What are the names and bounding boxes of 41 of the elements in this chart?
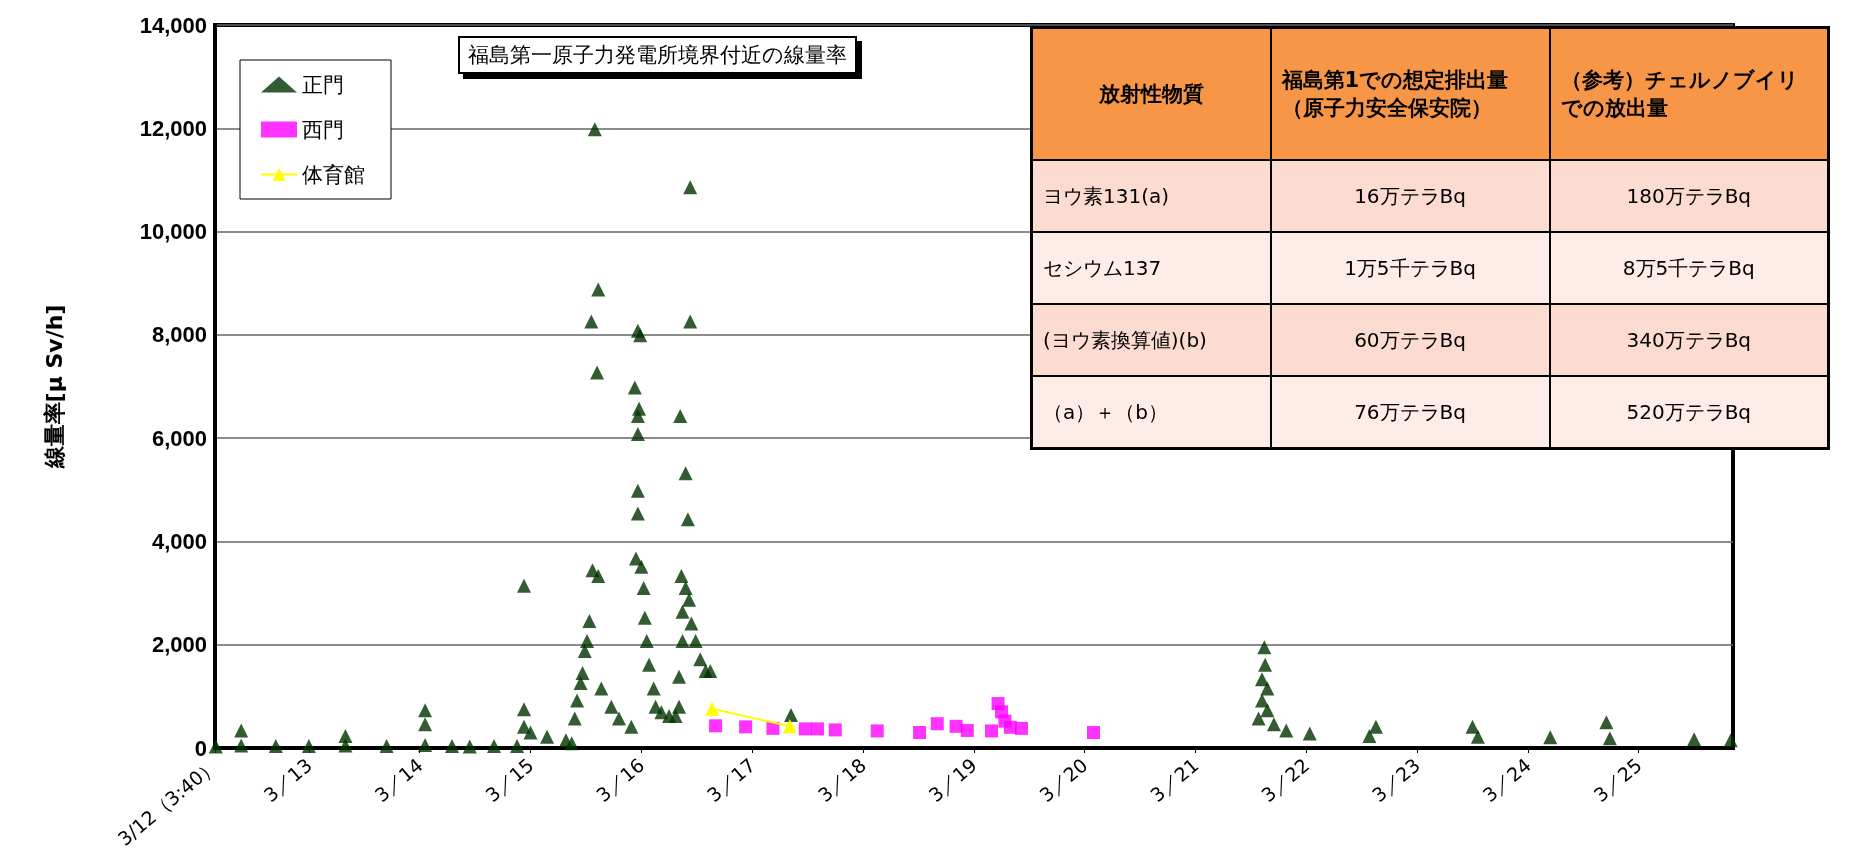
x-tick-label: 3／17: [702, 753, 760, 806]
annotation: ヨウ素131(a): [1031, 160, 1271, 232]
x-tick-label: 3／24: [1478, 753, 1535, 806]
legend-label: 体育館: [302, 162, 365, 187]
x-tick-label: 3／23: [1367, 753, 1425, 806]
annotation: 8万5千テラBq: [1549, 232, 1829, 304]
text: 福島第一原子力発電所境界付近の線量率: [458, 36, 857, 74]
y-tick-label: 4,000: [151, 528, 207, 554]
annotation: 520万テラBq: [1549, 376, 1829, 449]
legend-label: 正門: [302, 72, 344, 97]
annotation: 340万テラBq: [1549, 304, 1829, 376]
annotation: 1万5千テラBq: [1270, 232, 1550, 304]
annotation: (ヨウ素換算値)(b): [1031, 304, 1271, 376]
y-tick-label: 14,000: [139, 12, 207, 38]
x-tick-label: 3／19: [924, 753, 981, 806]
annotation: 福島第1での想定排出量（原子力安全保安院）: [1270, 27, 1550, 160]
legend-label: 西門: [302, 117, 344, 142]
x-tick-label: 3／25: [1589, 753, 1646, 806]
y-tick-label: 0: [194, 735, 207, 761]
x-tick-label: 3／16: [591, 753, 649, 806]
x-tick-label: 3／18: [813, 753, 871, 806]
annotation: （参考）チェルノブイリでの放出量: [1549, 27, 1829, 160]
y-tick-label: 2,000: [151, 632, 207, 658]
y-axis-title: 線量率[μ Sv/h]: [41, 304, 67, 470]
x-tick-label: 3／21: [1146, 753, 1203, 806]
annotation: 放射性物質: [1031, 27, 1271, 160]
x-tick-label: 3／13: [259, 753, 316, 806]
annotation: 60万テラBq: [1270, 304, 1550, 376]
x-tick-label: 3／20: [1035, 753, 1092, 806]
x-tick-label: 3／22: [1256, 753, 1314, 806]
y-tick-label: 12,000: [139, 115, 207, 141]
annotation: （a）＋（b）: [1031, 376, 1271, 449]
y-tick-label: 10,000: [139, 219, 207, 245]
annotation: セシウム137: [1031, 232, 1271, 304]
annotation: 180万テラBq: [1549, 160, 1829, 232]
y-tick-label: 8,000: [151, 322, 207, 348]
x-tick-label: 3／14: [370, 753, 427, 806]
annotation: 16万テラBq: [1270, 160, 1550, 232]
annotation: 76万テラBq: [1270, 376, 1550, 449]
y-tick-label: 6,000: [151, 425, 207, 451]
x-tick-label: 3／15: [481, 753, 538, 806]
